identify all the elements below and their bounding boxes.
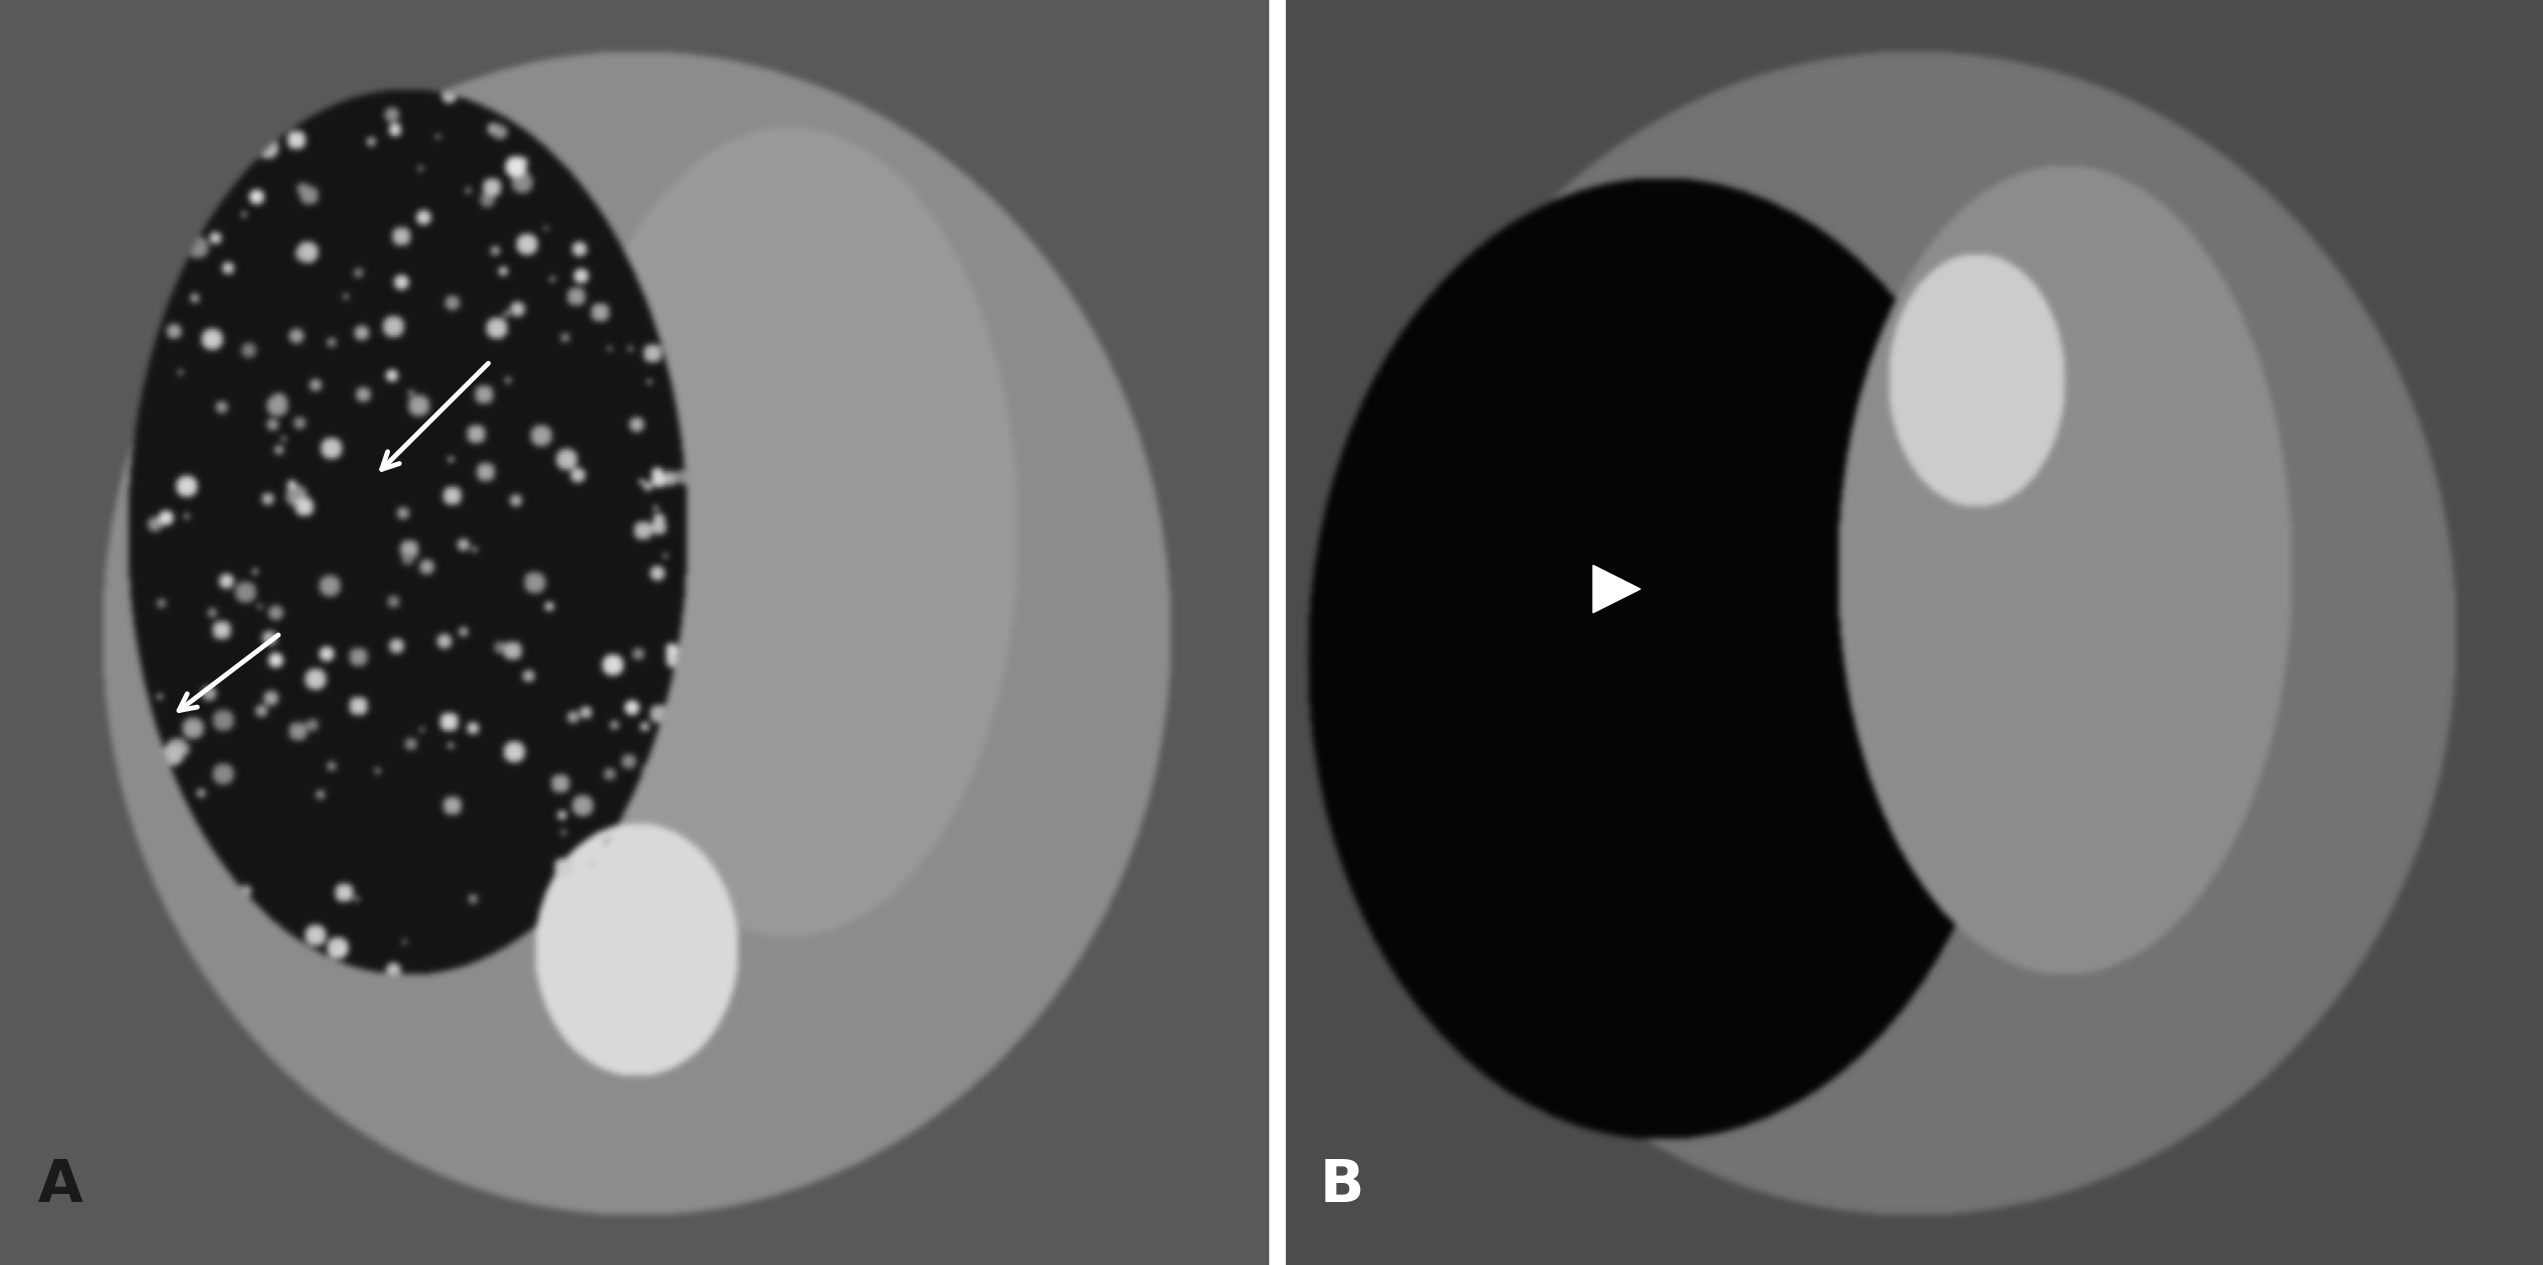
Text: B: B xyxy=(1320,1157,1363,1214)
Text: A: A xyxy=(38,1157,84,1214)
Polygon shape xyxy=(1592,565,1640,612)
